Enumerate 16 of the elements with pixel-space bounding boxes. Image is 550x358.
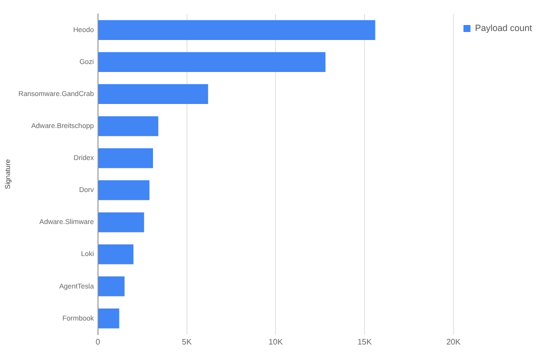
- bar: [98, 20, 376, 40]
- bar: [98, 308, 120, 328]
- bar: [98, 244, 134, 264]
- bar: [98, 116, 158, 136]
- x-tick-label: 0: [96, 337, 101, 346]
- bar: [98, 148, 153, 168]
- bar: [98, 84, 208, 104]
- legend-label: Payload count: [474, 22, 532, 33]
- bar: [98, 180, 150, 200]
- bar: [98, 52, 326, 72]
- x-tick-label: 15K: [357, 337, 372, 346]
- x-tick-label: 20K: [446, 337, 462, 346]
- x-tick-label: 10K: [268, 337, 284, 346]
- x-tick-label: 5K: [182, 337, 192, 346]
- bar: [98, 276, 125, 296]
- bar: [98, 212, 144, 232]
